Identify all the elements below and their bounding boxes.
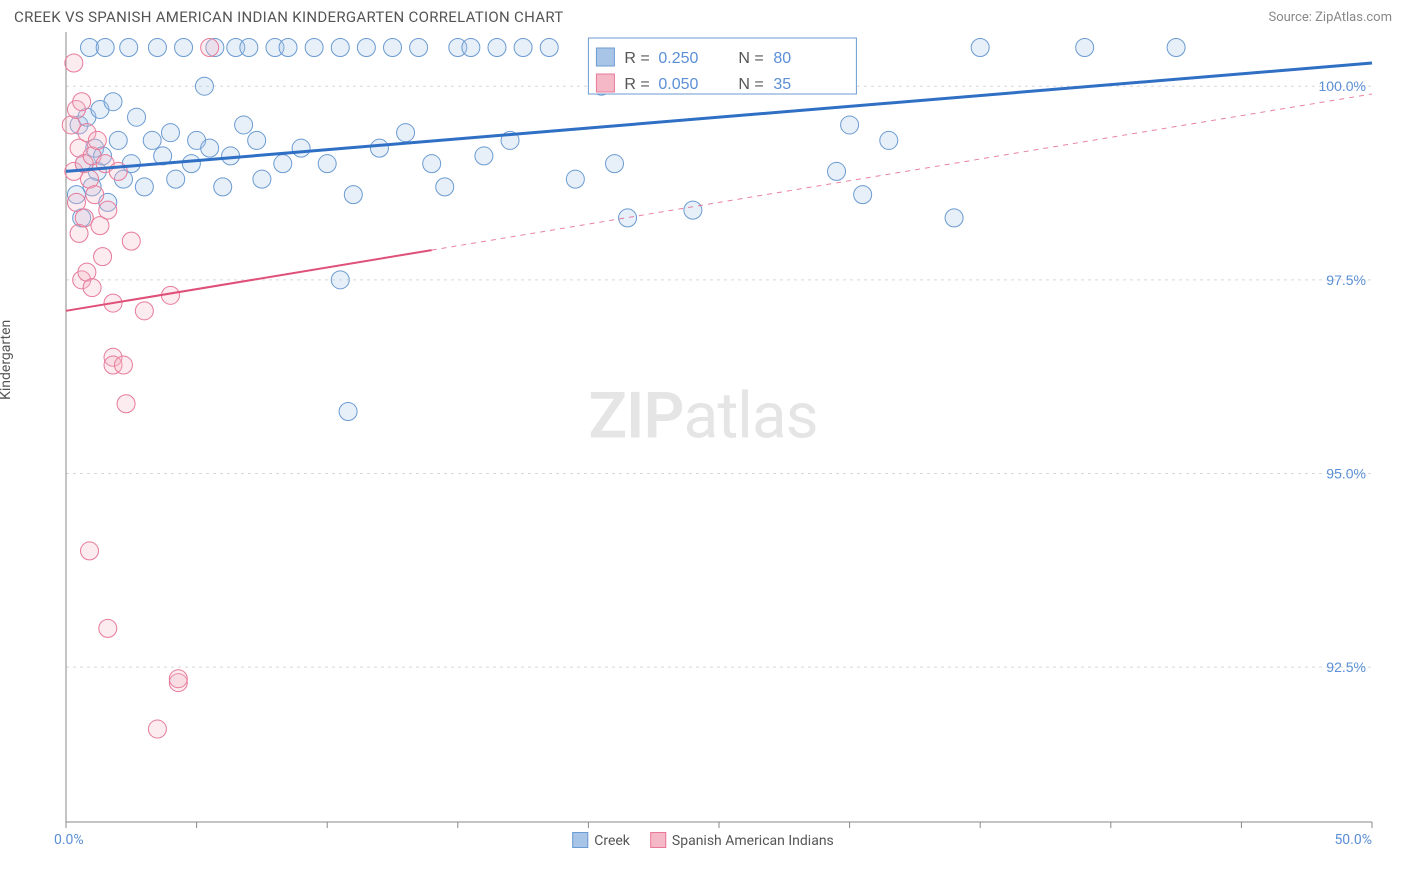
chart-source: Source: ZipAtlas.com [1268, 10, 1392, 25]
scatter-point [436, 178, 454, 196]
chart-footer: 0.0% Creek Spanish American Indians 50.0% [14, 832, 1392, 862]
scatter-point [292, 139, 310, 157]
scatter-point [514, 38, 532, 56]
scatter-point [104, 93, 122, 111]
scatter-point [114, 356, 132, 374]
legend-text: R = [624, 50, 649, 67]
scatter-point [122, 232, 140, 250]
scatter-point [971, 38, 989, 56]
scatter-point [73, 93, 91, 111]
scatter-point [828, 162, 846, 180]
scatter-point [279, 38, 297, 56]
bottom-legend: Creek Spanish American Indians [572, 832, 834, 849]
legend-swatch [650, 832, 666, 848]
scatter-point [94, 248, 112, 266]
scatter-point [120, 38, 138, 56]
scatter-chart: 92.5% 95.0% 97.5% 100.0% R = 0.250 N = 80 R = 0.0… [14, 32, 1392, 832]
scatter-point [161, 124, 179, 142]
scatter-point [370, 139, 388, 157]
scatter-point [880, 131, 898, 149]
scatter-point [214, 178, 232, 196]
scatter-point [148, 38, 166, 56]
legend-item: Creek [572, 832, 630, 849]
scatter-point [135, 302, 153, 320]
scatter-point [175, 38, 193, 56]
scatter-point [331, 271, 349, 289]
scatter-point [331, 38, 349, 56]
legend-text: 80 [773, 50, 791, 67]
scatter-point [143, 131, 161, 149]
scatter-point [339, 403, 357, 421]
x-axis-min-label: 0.0% [54, 832, 84, 848]
legend-text: N = [738, 50, 763, 67]
scatter-point [423, 155, 441, 173]
chart-header: CREEK VS SPANISH AMERICAN INDIAN KINDERG… [0, 0, 1406, 32]
scatter-point [96, 38, 114, 56]
legend-label: Spanish American Indians [672, 833, 834, 849]
scatter-point [81, 542, 99, 560]
scatter-point [305, 38, 323, 56]
scatter-point [169, 670, 187, 688]
scatter-point [88, 131, 106, 149]
scatter-point [606, 155, 624, 173]
scatter-point [357, 38, 375, 56]
scatter-point [566, 170, 584, 188]
legend-label: Creek [594, 833, 630, 849]
legend-swatch [572, 832, 588, 848]
scatter-point [83, 279, 101, 297]
legend-text: 35 [773, 76, 791, 93]
legend-text: R = [624, 76, 649, 93]
legend-item: Spanish American Indians [650, 832, 834, 849]
scatter-point [135, 178, 153, 196]
y-tick-label: 100.0% [1319, 78, 1366, 94]
legend-text: N = [738, 76, 763, 93]
scatter-point [945, 209, 963, 227]
scatter-point [86, 186, 104, 204]
scatter-point [1167, 38, 1185, 56]
scatter-point [201, 38, 219, 56]
y-axis-label: Kindergarten [0, 320, 14, 400]
scatter-point [201, 139, 219, 157]
scatter-point [109, 131, 127, 149]
scatter-point [841, 116, 859, 134]
scatter-point [475, 147, 493, 165]
scatter-point [117, 395, 135, 413]
legend-text: 0.250 [658, 50, 698, 67]
scatter-point [65, 54, 83, 72]
scatter-point [410, 38, 428, 56]
scatter-point [182, 155, 200, 173]
legend-text: 0.050 [658, 76, 698, 93]
y-tick-label: 95.0% [1326, 465, 1366, 481]
scatter-point [148, 720, 166, 738]
scatter-point [235, 116, 253, 134]
scatter-point [167, 170, 185, 188]
scatter-point [99, 619, 117, 637]
scatter-point [462, 38, 480, 56]
scatter-point [540, 38, 558, 56]
scatter-point [684, 201, 702, 219]
y-tick-label: 97.5% [1326, 272, 1366, 288]
scatter-point [99, 201, 117, 219]
scatter-point [397, 124, 415, 142]
scatter-point [854, 186, 872, 204]
scatter-point [318, 155, 336, 173]
scatter-point [248, 131, 266, 149]
chart-title: CREEK VS SPANISH AMERICAN INDIAN KINDERG… [14, 8, 564, 26]
y-tick-label: 92.5% [1326, 659, 1366, 675]
chart-container: Kindergarten 92.5%95.0%97.5%100.0%R =0.2… [14, 32, 1392, 832]
scatter-point [274, 155, 292, 173]
scatter-point [488, 38, 506, 56]
scatter-point [240, 38, 258, 56]
scatter-point [384, 38, 402, 56]
scatter-point [253, 170, 271, 188]
scatter-point [128, 108, 146, 126]
scatter-point [195, 77, 213, 95]
scatter-point [619, 209, 637, 227]
x-axis-max-label: 50.0% [1334, 832, 1372, 848]
scatter-point [344, 186, 362, 204]
scatter-point [1076, 38, 1094, 56]
